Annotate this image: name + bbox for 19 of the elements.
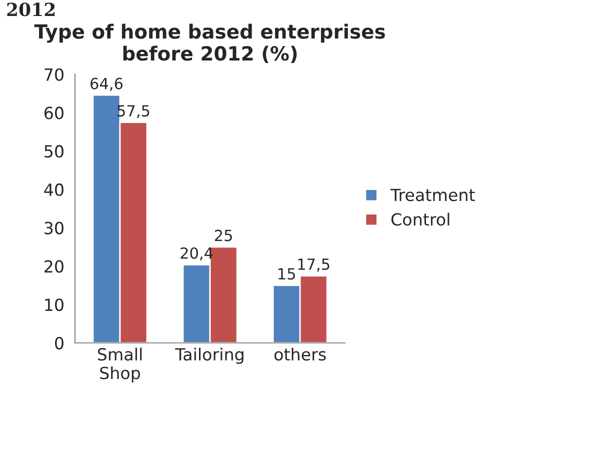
legend-label: Treatment <box>390 188 475 202</box>
legend-label: Control <box>391 212 450 226</box>
x-tick-label: Small Shop <box>98 348 142 383</box>
data-label: 17,5 <box>298 258 330 272</box>
x-tick-label: others <box>274 348 326 361</box>
data-label: 15 <box>278 268 295 280</box>
y-tick-label: 60 <box>44 106 64 120</box>
x-tick-label: Tailoring <box>175 348 244 364</box>
y-tick-label: 40 <box>44 183 64 196</box>
y-tick-label: 20 <box>44 260 64 273</box>
y-tick-label: 70 <box>44 68 64 81</box>
y-tick-label: 50 <box>44 145 64 158</box>
y-tick-label: 30 <box>44 222 64 234</box>
y-tick-label: 0 <box>55 336 64 350</box>
data-label: 64,6 <box>90 78 123 91</box>
text: 2012 <box>7 2 55 16</box>
data-label: 25 <box>214 230 232 242</box>
chart-title: Type of home based enterprises before 2012 (%) <box>34 24 385 64</box>
y-tick-label: 10 <box>45 298 64 312</box>
